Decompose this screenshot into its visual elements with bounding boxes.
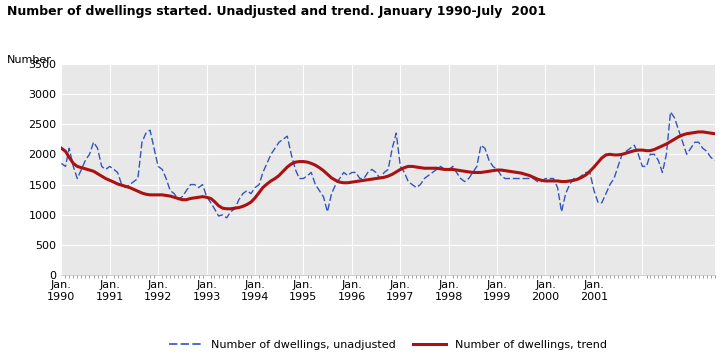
Text: Number: Number bbox=[7, 55, 52, 65]
Text: Number of dwellings started. Unadjusted and trend. January 1990-July  2001: Number of dwellings started. Unadjusted … bbox=[7, 5, 547, 18]
Legend: Number of dwellings, unadjusted, Number of dwellings, trend: Number of dwellings, unadjusted, Number … bbox=[165, 336, 612, 353]
